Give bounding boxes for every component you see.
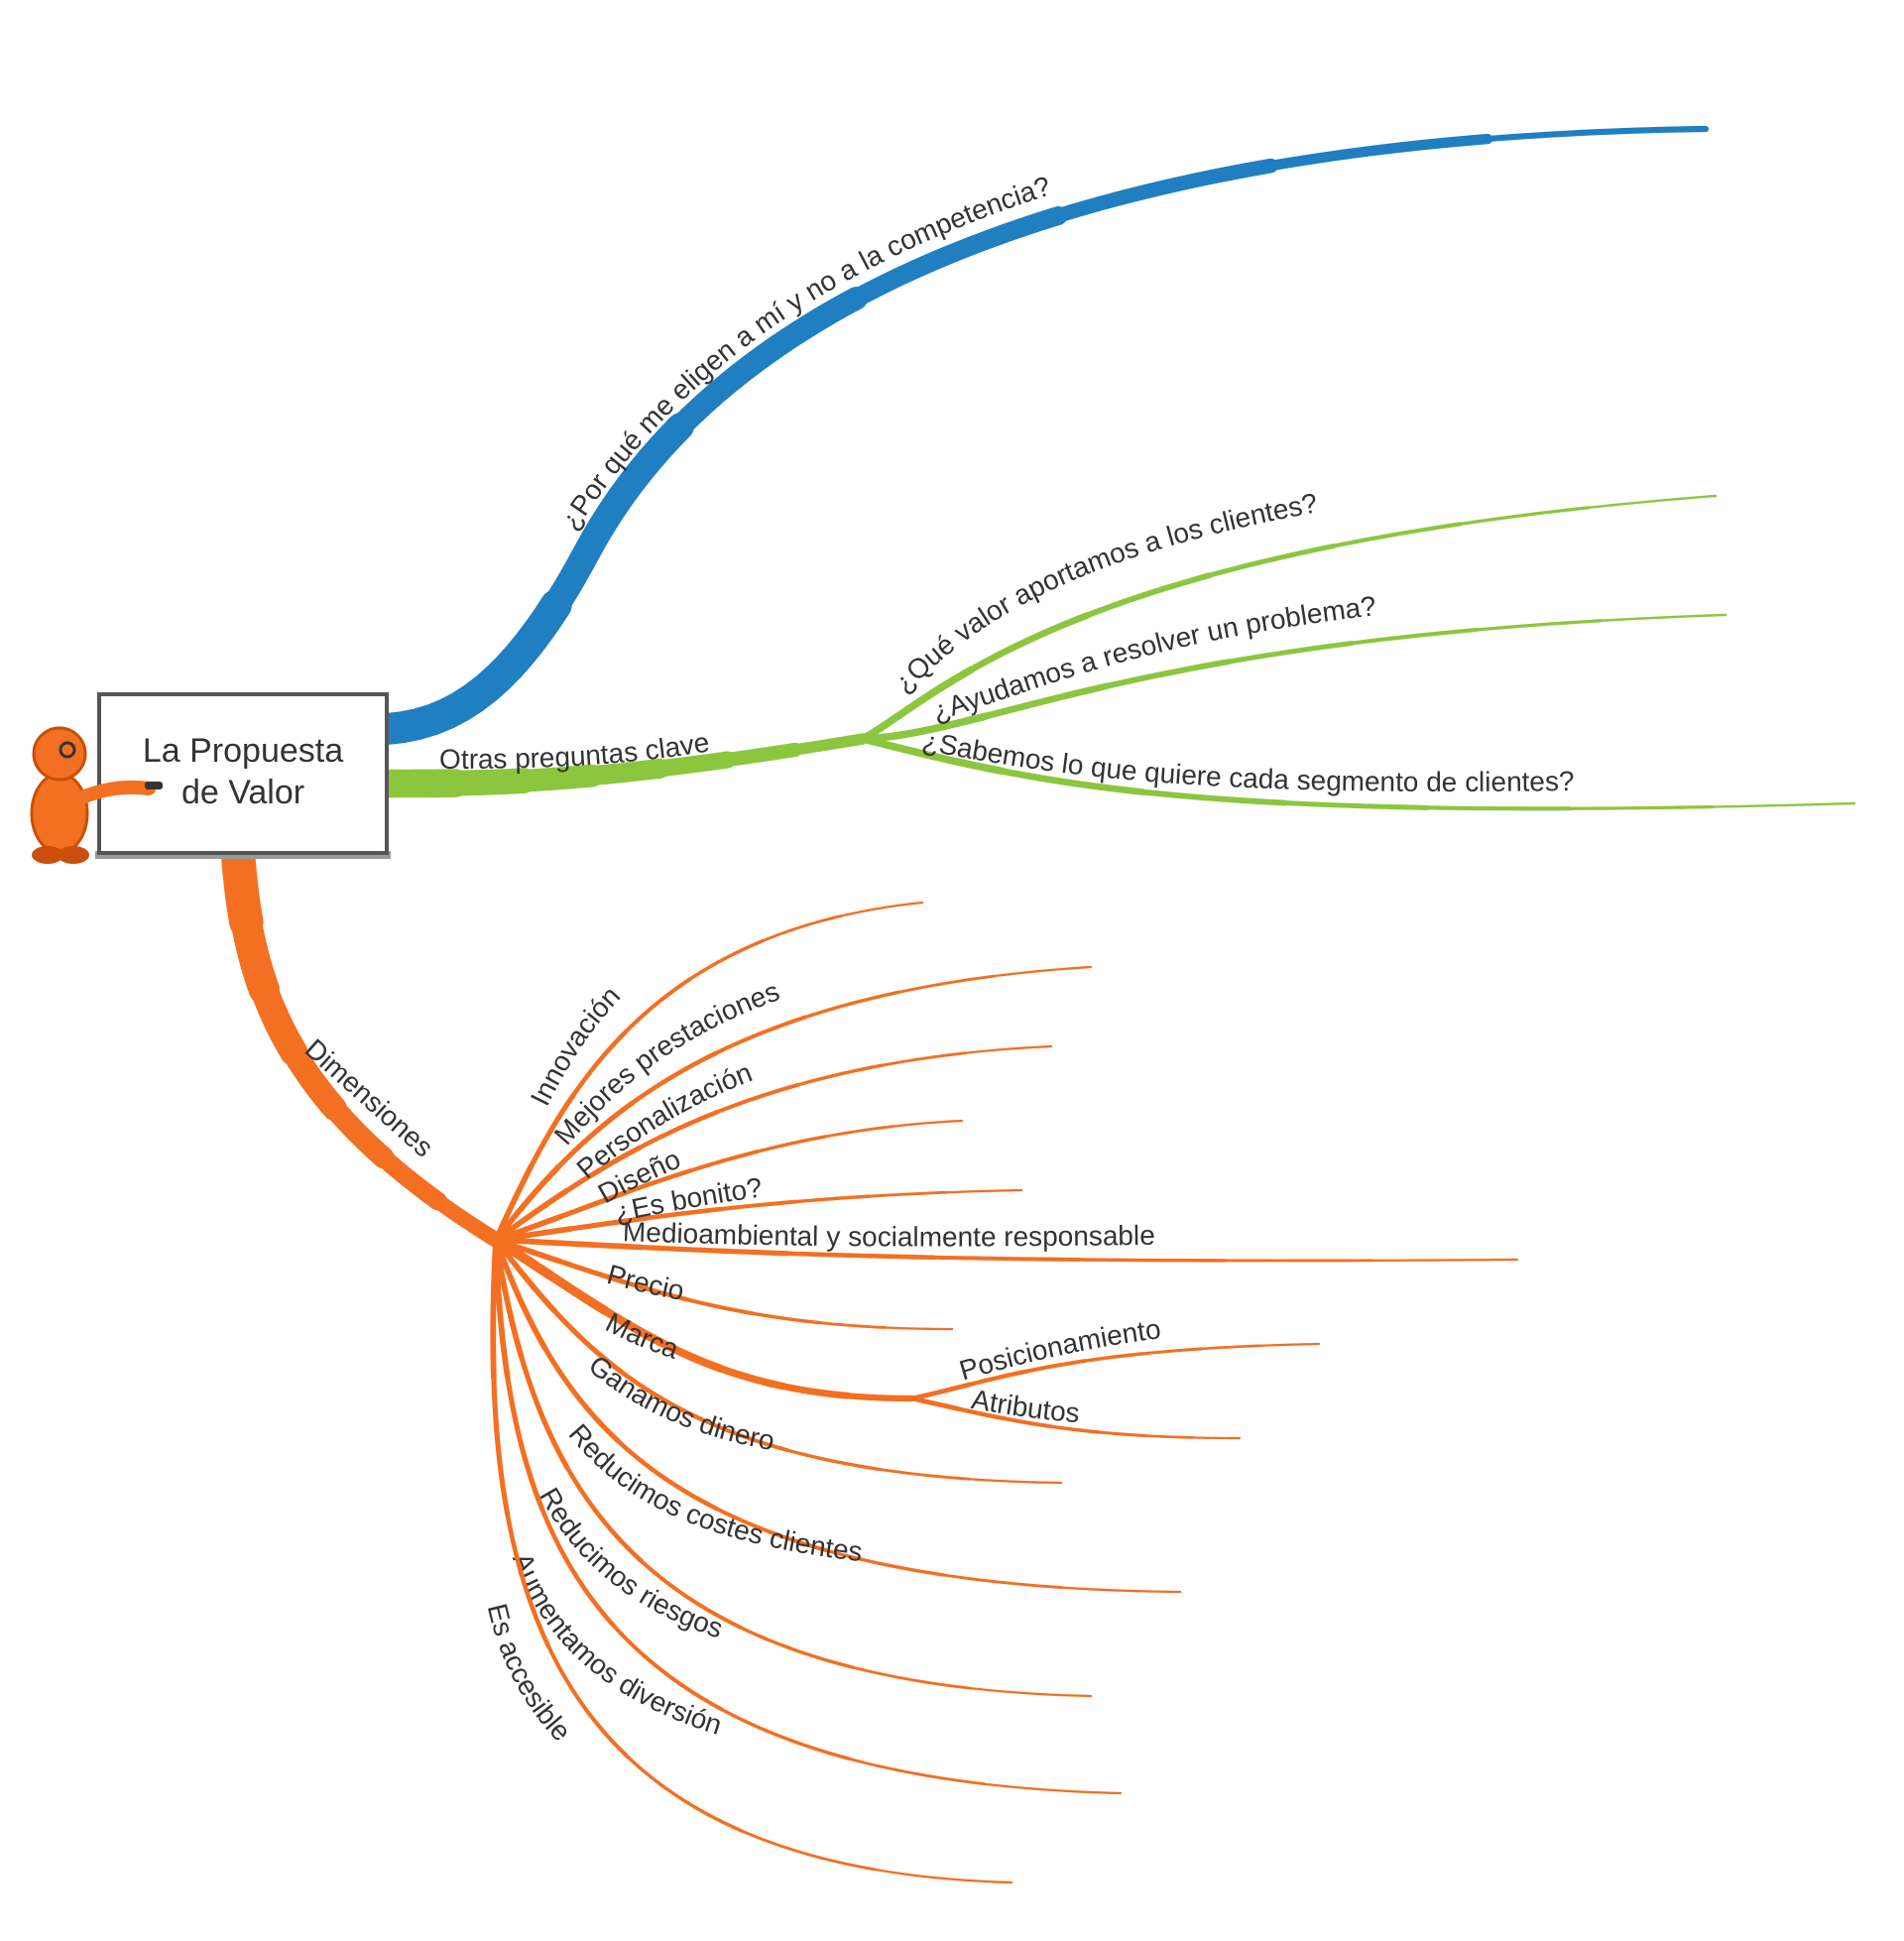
- branch-d7-label: Precio: [604, 1259, 686, 1306]
- branch-d6-label: Medioambiental y socialmente responsable: [622, 1216, 1155, 1252]
- branch-d9-label: Ganamos dinero: [583, 1349, 777, 1456]
- branch-q3-label: ¿Sabemos lo que quiere cada segmento de …: [920, 725, 1575, 797]
- center-title-line2: de Valor: [181, 774, 304, 811]
- branch-d8a-label: Posicionamiento: [956, 1313, 1162, 1386]
- branch-d8b-label: Atributos: [969, 1384, 1080, 1428]
- branch-d8-label: Marca: [601, 1306, 683, 1365]
- center-title: La Propuesta: [143, 732, 343, 770]
